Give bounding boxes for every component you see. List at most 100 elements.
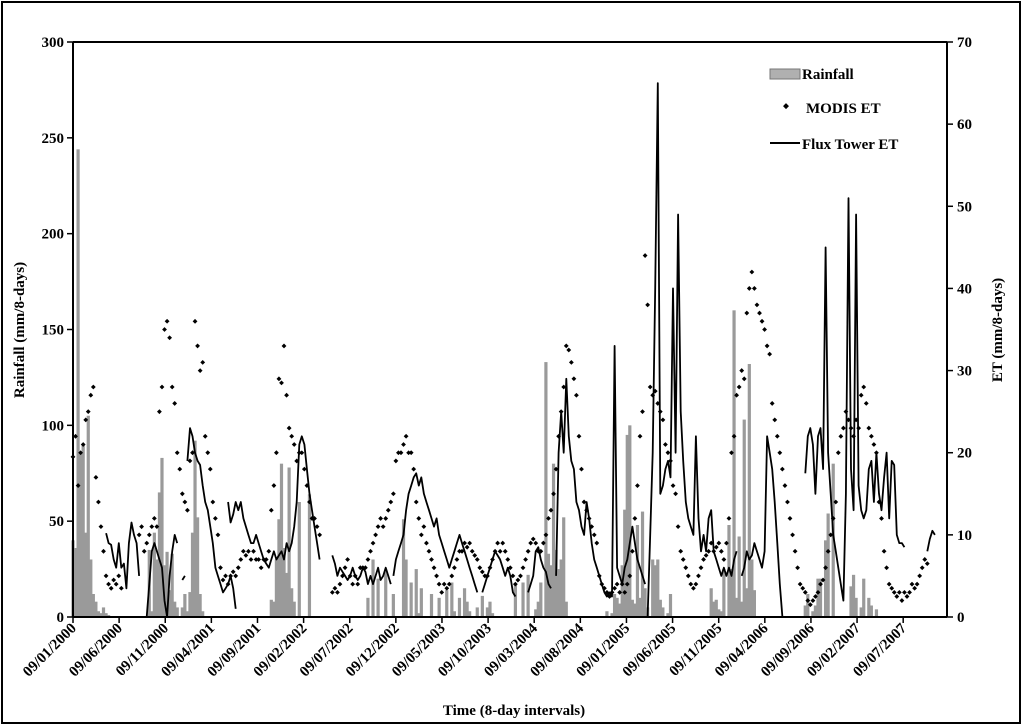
modis-et-point <box>385 507 391 513</box>
modis-et-point <box>515 577 521 583</box>
y-right-tick-label: 10 <box>957 528 972 544</box>
modis-et-point <box>495 540 501 546</box>
modis-et-point <box>726 515 732 521</box>
modis-et-point <box>912 585 918 591</box>
modis-et-point <box>141 548 147 554</box>
rainfall-bar <box>803 605 807 617</box>
rainfall-bar <box>366 597 370 617</box>
modis-et-point <box>528 540 534 546</box>
modis-et-point <box>220 577 226 583</box>
modis-et-point <box>655 401 661 406</box>
rainfall-bar <box>623 509 627 617</box>
modis-et-point <box>454 557 460 562</box>
modis-et-point <box>167 335 173 341</box>
rainfall-bar <box>91 594 95 617</box>
rainfall-bar <box>806 594 810 617</box>
modis-et-point <box>843 409 849 415</box>
rainfall-bar <box>198 594 202 617</box>
modis-et-point <box>718 548 724 554</box>
rainfall-bar <box>152 532 156 617</box>
modis-et-point <box>614 581 620 587</box>
rainfall-bar <box>165 551 169 617</box>
modis-et-point <box>370 540 376 546</box>
modis-et-point <box>426 548 432 554</box>
modis-et-point <box>197 368 203 374</box>
modis-et-point <box>851 433 856 439</box>
modis-et-point <box>500 540 506 546</box>
rainfall-bar <box>417 613 421 617</box>
modis-et-point <box>886 581 892 587</box>
rainfall-bar <box>401 519 406 617</box>
y-left-tick-label: 200 <box>42 227 65 243</box>
modis-et-point <box>622 589 628 595</box>
rainfall-bar <box>818 578 823 617</box>
modis-et-point <box>291 442 297 447</box>
y-right-tick-label: 70 <box>957 35 972 51</box>
modis-et-point <box>98 524 104 530</box>
legend-modis-swatch <box>783 103 789 110</box>
modis-et-point <box>785 499 790 505</box>
modis-et-point <box>546 515 551 521</box>
modis-et-point <box>543 532 549 538</box>
modis-et-point <box>472 553 478 558</box>
modis-et-point <box>273 450 279 456</box>
modis-et-point <box>413 499 419 505</box>
modis-et-point <box>398 450 404 456</box>
rainfall-bar <box>816 578 820 617</box>
modis-et-point <box>624 581 630 587</box>
flux-tower-et-line <box>804 197 906 602</box>
modis-et-point <box>335 589 340 595</box>
modis-et-point <box>825 548 831 554</box>
modis-et-point <box>813 594 818 599</box>
rainfall-bar <box>157 492 162 617</box>
modis-et-point <box>619 581 625 587</box>
rainfall-bar <box>81 444 85 617</box>
rainfall-bar <box>404 559 408 617</box>
modis-et-points <box>70 253 930 608</box>
flux-tower-et-line <box>181 575 186 581</box>
rainfall-bar <box>605 611 609 617</box>
rainfall-bar <box>490 613 495 617</box>
modis-et-point <box>118 585 124 591</box>
modis-et-point <box>307 499 312 505</box>
modis-et-point <box>299 450 305 456</box>
modis-et-point <box>396 450 401 456</box>
modis-et-point <box>863 400 869 406</box>
modis-et-point <box>711 548 717 554</box>
modis-et-point <box>647 384 653 390</box>
rainfall-bar <box>104 613 108 617</box>
rainfall-bar <box>274 559 279 617</box>
modis-et-point <box>716 540 722 546</box>
modis-et-point <box>380 524 386 530</box>
rainfall-bar <box>709 588 713 617</box>
modis-et-point <box>835 450 841 456</box>
modis-et-point <box>805 598 811 603</box>
rainfall-bar <box>279 463 284 617</box>
modis-et-point <box>673 491 679 497</box>
rainfall-bar <box>539 582 543 617</box>
modis-et-point <box>421 524 427 530</box>
rainfall-bar <box>99 613 103 617</box>
rainfall-bar <box>747 364 751 617</box>
modis-et-point <box>899 598 905 603</box>
modis-et-point <box>846 417 851 423</box>
rainfall-bar <box>183 594 187 617</box>
modis-et-point <box>663 442 668 447</box>
modis-et-point <box>441 581 447 587</box>
rainfall-bar <box>437 597 441 617</box>
modis-et-point <box>884 565 890 571</box>
rainfall-bar <box>414 569 418 617</box>
modis-et-point <box>917 573 923 579</box>
modis-et-point <box>309 516 315 521</box>
rainfall-bar <box>76 149 80 618</box>
modis-et-point <box>411 466 417 472</box>
modis-et-point <box>724 540 729 546</box>
modis-et-point <box>383 516 389 521</box>
modis-et-point <box>896 589 902 595</box>
y-left-tick-label: 250 <box>42 131 65 147</box>
rainfall-bar <box>468 611 472 617</box>
rainfall-bar <box>84 532 88 617</box>
modis-et-point <box>101 548 106 554</box>
modis-et-point <box>604 589 610 595</box>
modis-et-point <box>286 425 292 431</box>
